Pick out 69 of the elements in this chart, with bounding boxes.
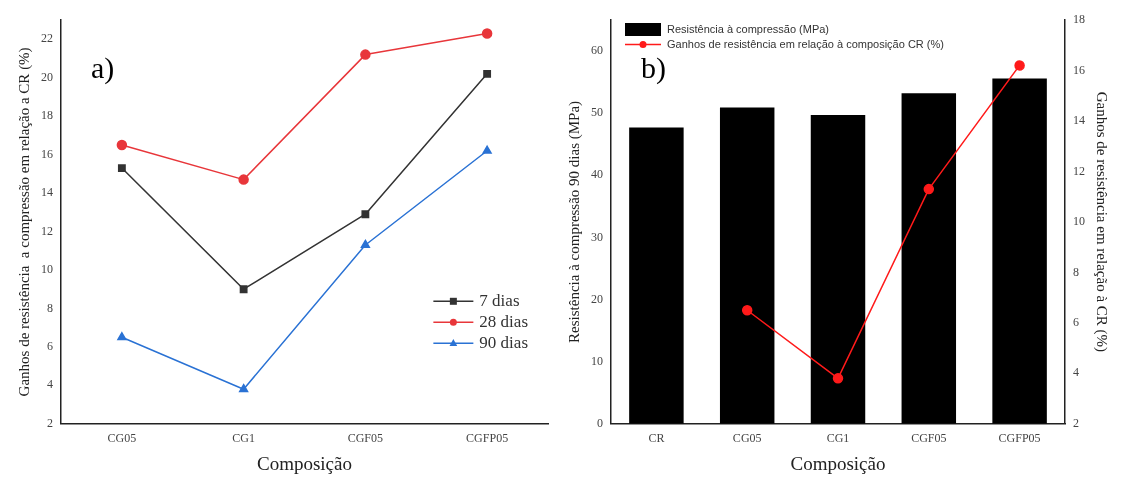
y2-tick-label: 2 (1073, 415, 1079, 430)
y2-tick-label: 12 (1073, 163, 1085, 178)
x-tick-label: CG1 (232, 431, 255, 446)
y-tick-label: 8 (47, 300, 53, 315)
y2-tick-label: 18 (1073, 12, 1085, 27)
bar (901, 93, 957, 424)
y2-tick-label: 14 (1073, 113, 1085, 128)
point (741, 304, 753, 316)
y-tick-label: 10 (591, 353, 603, 368)
point (483, 69, 492, 78)
point (239, 285, 248, 294)
point (116, 139, 128, 151)
point (482, 145, 492, 154)
y2-tick-label: 8 (1073, 264, 1079, 279)
y2-tick-label: 10 (1073, 214, 1085, 229)
point (832, 373, 844, 384)
x-tick-label: CGF05 (347, 431, 384, 446)
y-tick-label: 4 (47, 377, 53, 392)
point (238, 174, 249, 185)
y-tick-label: 22 (41, 31, 53, 46)
y-tick-label: 30 (591, 229, 603, 244)
y2-axis-title: Ganhos de resistência em relação à CR (%) (1093, 91, 1111, 353)
y-tick-label: 20 (591, 291, 603, 306)
x-tick-label: CG05 (732, 431, 762, 446)
x-tick-label: CG05 (107, 431, 137, 446)
point (1014, 60, 1025, 71)
point (360, 49, 371, 60)
bar (810, 115, 866, 424)
y-tick-label: 40 (591, 167, 603, 182)
legend-label: Ganhos de resistência em relação à composição CR (%) (667, 37, 944, 50)
legend-label: 7 dias (479, 290, 520, 310)
x-tick-label: CGFP05 (998, 431, 1041, 446)
point (361, 210, 370, 219)
x-tick-label: CG1 (826, 431, 850, 446)
y2-tick-label: 6 (1073, 315, 1079, 330)
y-axis-title: Ganhos de resistência a compressão em relação a CR (%) (15, 47, 33, 397)
x-axis-title: Composição (790, 452, 886, 474)
y-tick-label: 6 (47, 339, 53, 354)
y-tick-label: 18 (41, 108, 53, 123)
y-tick-label: 10 (41, 262, 53, 277)
legend-label: 90 dias (479, 332, 529, 352)
y-tick-label: 60 (591, 43, 603, 58)
y-tick-label: 20 (41, 69, 53, 84)
legend-label: Resistência à compressão (MPa) (667, 22, 830, 35)
bar (629, 127, 684, 424)
y-tick-label: 14 (41, 185, 53, 200)
bar (992, 78, 1047, 424)
point (117, 164, 126, 172)
x-axis-title: Composição (257, 452, 352, 474)
legend-label: 28 dias (479, 311, 529, 331)
y-tick-label: 0 (597, 415, 603, 430)
x-tick-label: CGF05 (911, 431, 947, 446)
point (923, 183, 935, 195)
y2-tick-label: 4 (1073, 365, 1079, 380)
annotation: b) (641, 50, 666, 85)
y-tick-label: 16 (41, 146, 53, 161)
y2-tick-label: 16 (1073, 62, 1085, 77)
bar (719, 107, 775, 424)
x-tick-label: CR (648, 431, 665, 446)
y-tick-label: 12 (41, 223, 53, 238)
y-tick-label: 2 (47, 415, 53, 430)
annotation: a) (91, 50, 115, 85)
point (360, 239, 371, 248)
point (238, 383, 249, 393)
y-tick-label: 50 (591, 105, 603, 120)
point (481, 28, 493, 39)
point (117, 332, 127, 341)
y-axis-title: Resistência à compressão 90 dias (MPa) (565, 100, 583, 343)
x-tick-label: CGFP05 (466, 431, 509, 446)
